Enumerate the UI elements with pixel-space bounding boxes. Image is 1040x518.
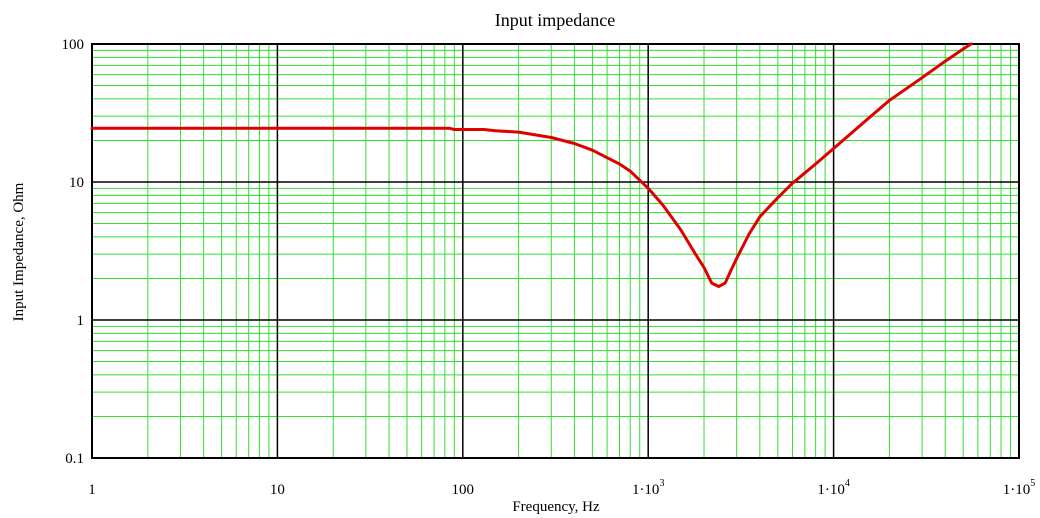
x-tick-label: 1·105 <box>1003 478 1036 498</box>
y-tick-labels: 0.1 1 10 100 <box>62 37 85 467</box>
minor-gridlines <box>92 44 1019 458</box>
y-axis-label: Input Impedance, Ohm <box>11 182 27 321</box>
y-tick-label: 100 <box>62 37 85 53</box>
x-axis-label: Frequency, Hz <box>512 499 600 515</box>
x-tick-label: 1·103 <box>632 478 665 498</box>
y-tick-label: 0.1 <box>65 451 84 467</box>
x-tick-labels: 1 10 100 1·103 1·104 1·105 <box>88 478 1035 498</box>
y-tick-label: 10 <box>69 175 84 191</box>
major-gridlines <box>91 43 1020 459</box>
plot-frame <box>91 43 1020 459</box>
x-tick-label: 1 <box>88 482 96 498</box>
x-tick-label: 100 <box>452 482 475 498</box>
impedance-curve <box>90 42 973 288</box>
x-tick-label: 10 <box>270 482 285 498</box>
y-tick-label: 1 <box>77 313 85 329</box>
x-tick-label: 1·104 <box>817 478 850 498</box>
chart-title: Input impedance <box>495 10 615 30</box>
